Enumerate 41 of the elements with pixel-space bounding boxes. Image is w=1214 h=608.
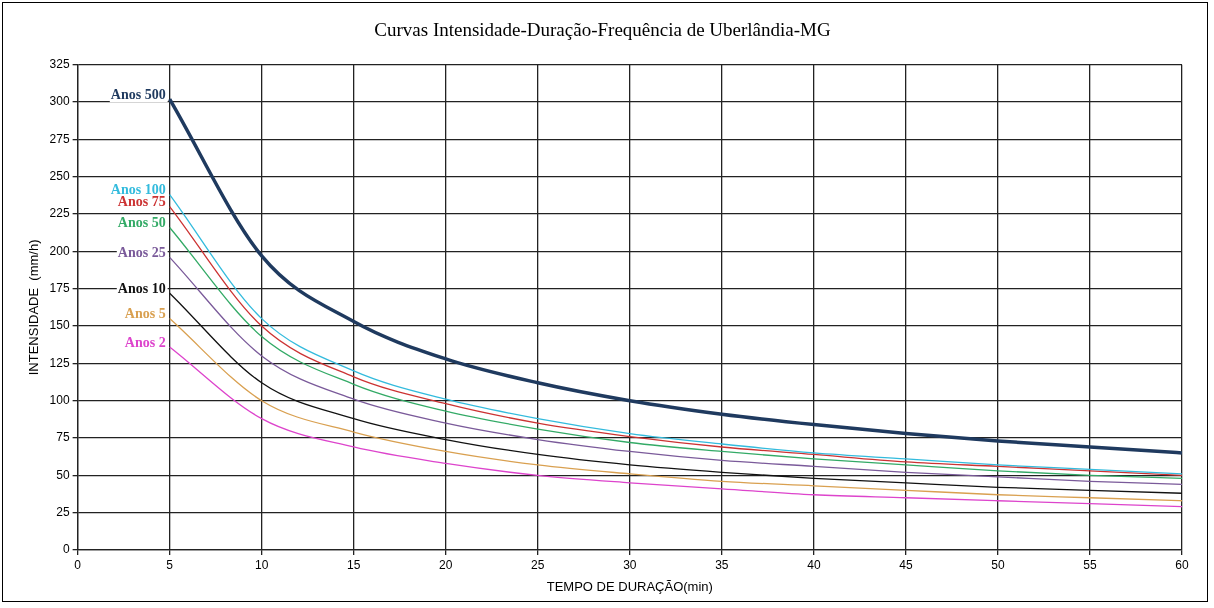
x-tick-label: 15	[347, 557, 361, 572]
y-tick-label: 0	[62, 542, 70, 557]
series-label: Anos 10	[117, 280, 166, 296]
y-tick-label: 125	[49, 355, 70, 370]
x-tick-label: 60	[1175, 557, 1189, 572]
y-tick-label: 175	[49, 281, 70, 296]
x-tick-label: 10	[255, 557, 269, 572]
y-tick-label: 50	[56, 467, 70, 482]
y-tick-label: 75	[56, 430, 70, 445]
x-tick-label: 25	[531, 557, 545, 572]
series-label: Anos 2	[124, 334, 166, 350]
x-tick-label: 5	[166, 557, 174, 572]
series-label: Anos 50	[117, 215, 166, 231]
y-tick-label: 100	[49, 393, 70, 408]
y-tick-label: 250	[49, 169, 70, 184]
series-label: Anos 5	[124, 306, 166, 322]
x-tick-label: 45	[899, 557, 913, 572]
x-tick-label: 35	[715, 557, 729, 572]
y-tick-label: 25	[56, 504, 70, 519]
y-tick-label: 200	[49, 243, 70, 258]
y-tick-label: 325	[49, 57, 70, 72]
x-axis-title: TEMPO DE DURAÇÃO(min)	[546, 578, 713, 594]
line-series	[169, 317, 1182, 502]
y-tick-label: 300	[49, 94, 70, 109]
x-tick-label: 30	[623, 557, 637, 572]
line-series	[169, 292, 1182, 494]
y-axis-title: INTENSIDADE (mm/h)	[26, 239, 42, 376]
chart-title: Curvas Intensidade-Duração-Frequência de Uberlândia-MG	[374, 19, 831, 41]
x-tick-label: 55	[1083, 557, 1097, 572]
series-label: Anos 75	[117, 194, 166, 210]
y-tick-label: 225	[49, 206, 70, 221]
x-tick-label: 20	[439, 557, 453, 572]
x-tick-label: 40	[807, 557, 821, 572]
line-series	[167, 97, 1182, 455]
series-label: Anos 25	[117, 245, 166, 260]
y-tick-label: 150	[49, 318, 70, 333]
line-series	[169, 346, 1182, 508]
x-tick-label: 0	[74, 557, 82, 572]
y-tick-label: 275	[49, 131, 70, 146]
x-tick-label: 50	[991, 557, 1005, 572]
series-label: Anos 500	[110, 86, 166, 102]
